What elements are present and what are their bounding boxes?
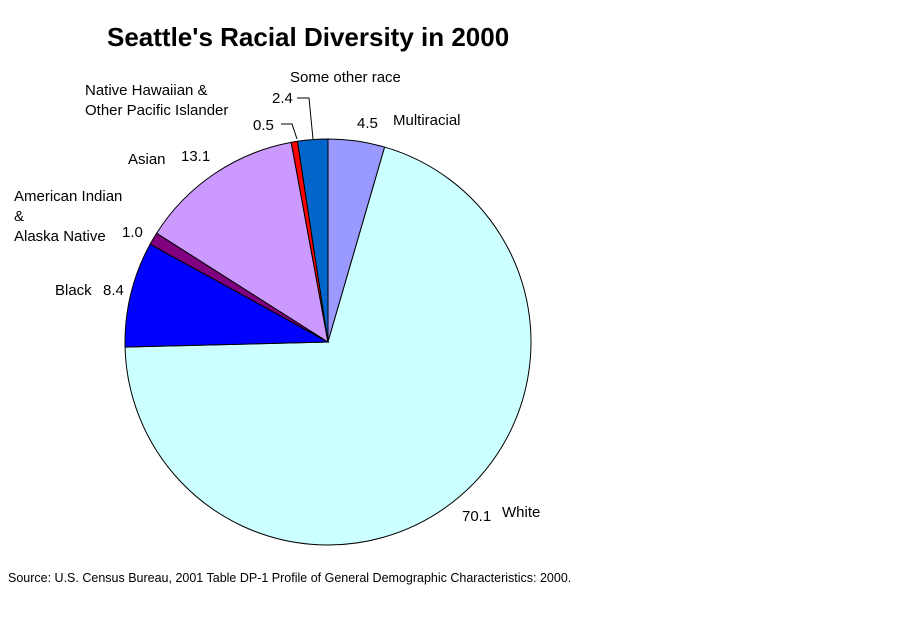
leader-line-native-hawaiian <box>281 123 298 140</box>
pie-slice-some-other-race <box>296 138 329 343</box>
source-citation: Source: U.S. Census Bureau, 2001 Table D… <box>8 571 572 585</box>
slice-label-some-other-race: Some other race <box>290 69 401 86</box>
slice-label-white: White <box>502 504 541 521</box>
slice-value-american-indian: 1.0 <box>122 224 143 241</box>
slice-label-american-indian: American Indian & Alaska Native <box>14 188 123 245</box>
slice-value-white: 70.1 <box>462 508 492 525</box>
slice-label-native-hawaiian: Native Hawaiian & Other Pacific Islander <box>85 82 229 119</box>
chart-title: Seattle's Racial Diversity in 2000 <box>107 22 510 52</box>
slice-value-black: 8.4 <box>103 282 124 299</box>
pie-slices-group <box>124 138 532 546</box>
slice-value-multiracial: 4.5 <box>357 115 378 132</box>
slice-value-native-hawaiian: 0.5 <box>253 117 274 134</box>
slice-label-black: Black <box>55 282 92 299</box>
slice-label-asian: Asian <box>128 151 166 168</box>
pie-slice-white <box>124 146 532 546</box>
slice-value-some-other-race: 2.4 <box>272 90 293 107</box>
leader-line-some-other-race <box>297 97 314 140</box>
pie-slice-asian <box>155 141 329 344</box>
pie-slice-black <box>124 243 330 348</box>
slice-label-multiracial: Multiracial <box>393 112 461 129</box>
slice-value-asian: 13.1 <box>181 148 211 165</box>
